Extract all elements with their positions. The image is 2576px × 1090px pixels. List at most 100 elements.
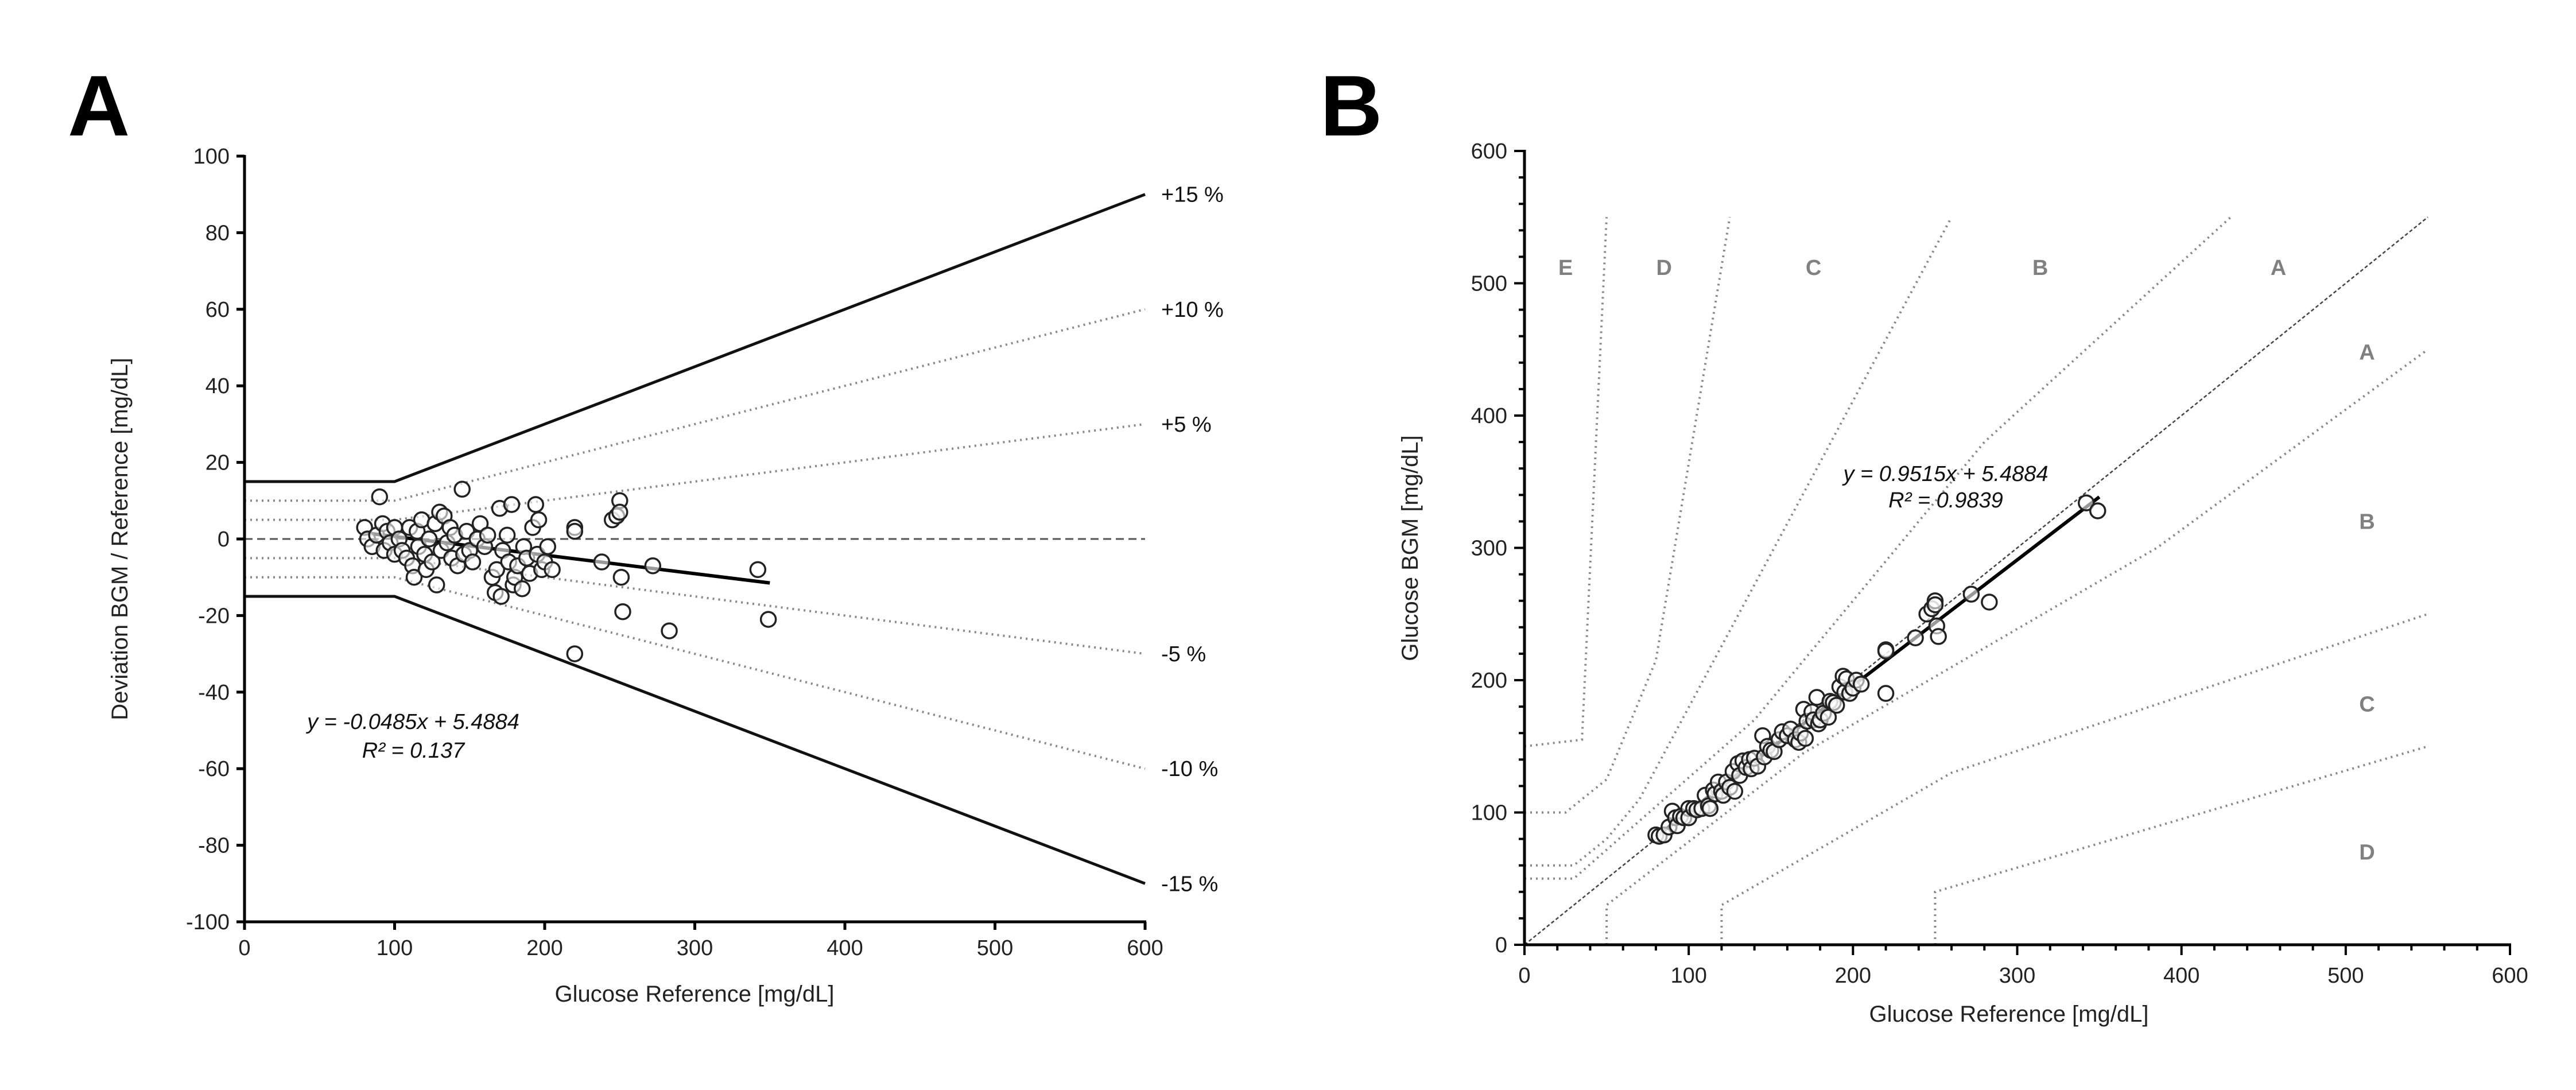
zone-label: D	[1656, 256, 1672, 280]
data-point	[420, 530, 438, 548]
x-tick-label: 500	[977, 936, 1013, 960]
data-point	[1930, 628, 1947, 645]
limit-line-2	[245, 422, 1146, 521]
data-point	[1726, 782, 1744, 800]
x-tick-label: 100	[1670, 964, 1706, 988]
limit-line-4	[245, 576, 1146, 770]
zone-boundary-line	[1524, 216, 1731, 814]
zone-label: D	[2359, 841, 2375, 865]
x-tick-label: 500	[2327, 964, 2364, 988]
y-tick-label: 100	[193, 145, 230, 169]
data-point	[1981, 594, 1998, 611]
x-tick-label: 300	[1999, 964, 2035, 988]
panel-a-regression-equation: y = -0.0485x + 5.4884	[305, 710, 519, 734]
data-point	[1828, 697, 1845, 714]
data-point	[1852, 676, 1870, 693]
y-tick-label: 600	[1471, 139, 1507, 164]
panel-a-y-axis-title: Deviation BGM / Reference [mg/dL]	[107, 358, 133, 720]
y-tick-label: 0	[1495, 933, 1507, 957]
y-tick-label: 80	[205, 221, 230, 245]
y-tick-label: 400	[1471, 404, 1507, 428]
x-tick-label: 400	[827, 936, 863, 960]
data-point	[1907, 629, 1924, 646]
x-tick-label: 200	[526, 936, 562, 960]
panel-b-y-axis-title: Glucose BGM [mg/dL]	[1398, 435, 1423, 661]
y-tick-label: -20	[198, 604, 230, 628]
data-point	[514, 580, 531, 598]
data-point	[424, 553, 441, 571]
data-point	[644, 557, 662, 575]
zone-boundary-line	[1524, 216, 1953, 867]
data-point	[566, 645, 584, 662]
data-point	[1877, 685, 1895, 702]
y-tick-label: -80	[198, 834, 230, 858]
y-tick-label: -100	[186, 910, 230, 934]
x-tick-label: 0	[238, 936, 250, 960]
x-tick-label: 300	[677, 936, 713, 960]
x-tick-label: 100	[377, 936, 413, 960]
y-tick-label: 300	[1471, 537, 1507, 561]
zone-label: B	[2359, 510, 2375, 534]
y-tick-label: 500	[1471, 272, 1507, 296]
data-point	[527, 496, 545, 513]
data-point	[593, 553, 611, 571]
data-point	[566, 522, 584, 540]
data-point	[544, 561, 561, 579]
data-point	[759, 611, 777, 628]
panel-b-x-axis-title: Glucose Reference [mg/dL]	[1869, 1002, 2149, 1027]
y-tick-label: 40	[205, 374, 230, 398]
x-tick-label: 0	[1518, 964, 1530, 988]
data-point	[1962, 585, 1980, 603]
zone-boundary-line	[1720, 612, 2428, 945]
limit-label: -15 %	[1161, 872, 1218, 896]
zone-boundary-line	[1524, 217, 1608, 748]
zone-label: E	[1558, 256, 1573, 280]
x-tick-label: 200	[1835, 964, 1871, 988]
data-point	[1797, 730, 1814, 747]
data-point	[1926, 596, 1944, 614]
data-point	[1701, 800, 1719, 817]
panel-a-bias-plot: A +15 %+10 %+5 %-5 %-10 %-15 % 0 100 200 30…	[68, 57, 1224, 1007]
limit-label: +5 %	[1161, 413, 1212, 437]
data-point	[503, 496, 521, 513]
data-point	[471, 515, 489, 533]
zone-label: C	[2359, 692, 2375, 716]
x-tick-label: 400	[2163, 964, 2199, 988]
zone-label: A	[2271, 256, 2286, 280]
data-point	[479, 526, 496, 544]
data-point	[2077, 494, 2095, 511]
data-point	[464, 553, 482, 571]
limit-line-5	[245, 595, 1146, 885]
zone-boundary-line	[1524, 216, 2232, 880]
data-point	[614, 603, 631, 620]
zone-boundary-line	[1605, 348, 2429, 945]
data-point	[428, 576, 445, 594]
panel-a-r-squared: R² = 0.137	[362, 739, 465, 763]
zone-label: A	[2359, 340, 2375, 364]
y-tick-label: -40	[198, 681, 230, 705]
y-tick-label: -60	[198, 757, 230, 781]
y-tick-label: 0	[218, 527, 230, 552]
zone-label: B	[2032, 256, 2048, 280]
zone-boundary-line	[1934, 745, 2428, 945]
data-point	[661, 622, 678, 639]
limit-line-1	[245, 308, 1146, 502]
panel-b-regression-equation: y = 0.9515x + 5.4884	[1841, 462, 2048, 486]
data-point	[530, 511, 548, 529]
data-point	[371, 488, 389, 506]
panel-b-label: B	[1320, 57, 1382, 154]
data-point	[1820, 708, 1837, 726]
x-tick-label: 600	[1127, 936, 1163, 960]
panel-a-label: A	[68, 57, 130, 154]
x-tick-label: 600	[2492, 964, 2528, 988]
data-point	[611, 503, 629, 521]
data-point	[2089, 502, 2106, 519]
limit-label: -5 %	[1161, 642, 1206, 666]
data-point	[405, 568, 423, 586]
y-tick-label: 200	[1471, 669, 1507, 693]
y-tick-label: 20	[205, 451, 230, 475]
data-point	[749, 561, 767, 579]
zone-label: C	[1806, 256, 1821, 280]
identity-line	[1524, 216, 2428, 945]
